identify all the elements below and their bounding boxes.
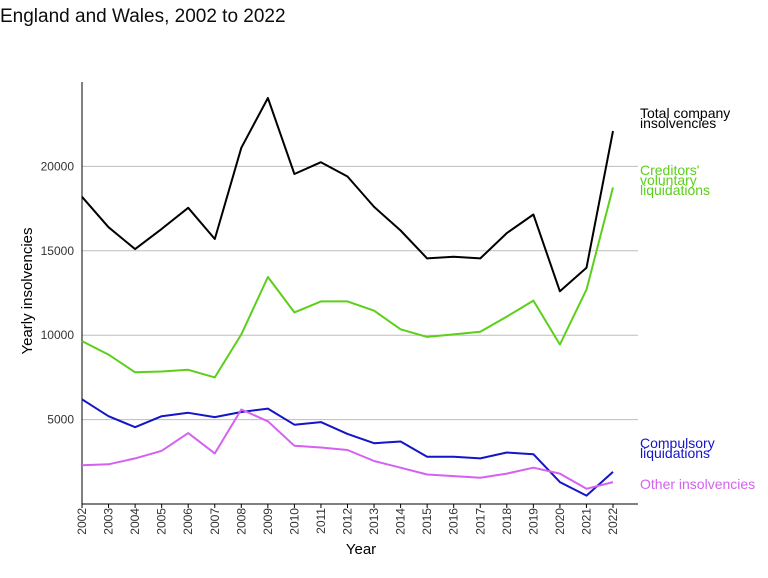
- series-label: Creditors' voluntary liquidations: [640, 162, 710, 198]
- x-tick-label: 2008: [234, 508, 248, 535]
- x-axis-title: Year: [346, 541, 376, 558]
- series-labels: Total company insolvencies Creditors' volun…: [640, 105, 755, 492]
- x-tick-label: 2004: [128, 508, 142, 535]
- series-line: [81, 187, 614, 379]
- tick-labels: 5000 10000 15000 20000 2002 2003 2004 2005 2006 2…: [41, 159, 620, 534]
- x-tick-label: 2009: [261, 508, 275, 535]
- x-tick-label: 2017: [473, 508, 487, 535]
- series-label: Other insolvencies: [640, 476, 755, 492]
- x-tick-label: 2010: [287, 508, 301, 535]
- y-tick-label: 5000: [47, 413, 74, 427]
- y-tick-label: 10000: [41, 328, 75, 342]
- series-label: Total company insolvencies: [640, 105, 730, 131]
- x-tick-label: 2005: [155, 508, 169, 535]
- x-tick-label: 2006: [181, 508, 195, 535]
- x-tick-label: 2020: [553, 508, 567, 535]
- series-line: [81, 398, 614, 497]
- axes: [81, 82, 638, 508]
- x-tick-label: 2002: [75, 508, 89, 535]
- x-tick-label: 2007: [208, 508, 222, 535]
- series-line: [81, 97, 614, 293]
- x-tick-label: 2015: [420, 508, 434, 535]
- x-tick-label: 2021: [579, 508, 593, 535]
- x-tick-label: 2003: [102, 508, 116, 535]
- gridlines: [82, 165, 638, 421]
- series-line: [81, 408, 614, 490]
- x-tick-label: 2014: [394, 508, 408, 535]
- x-tick-label: 2013: [367, 508, 381, 535]
- x-tick-label: 2012: [341, 508, 355, 535]
- x-tick-label: 2022: [606, 508, 620, 535]
- x-tick-label: 2016: [447, 508, 461, 535]
- x-tick-label: 2011: [314, 508, 328, 534]
- chart-subtitle: England and Wales, 2002 to 2022: [0, 6, 286, 27]
- x-tick-label: 2019: [526, 508, 540, 535]
- y-tick-label: 20000: [41, 159, 75, 173]
- series-label: Compulsory liquidations: [640, 435, 715, 461]
- series-lines: [81, 97, 614, 497]
- x-tick-label: 2018: [500, 508, 514, 535]
- y-tick-label: 15000: [41, 244, 75, 258]
- y-axis-title: Yearly insolvencies: [19, 227, 36, 354]
